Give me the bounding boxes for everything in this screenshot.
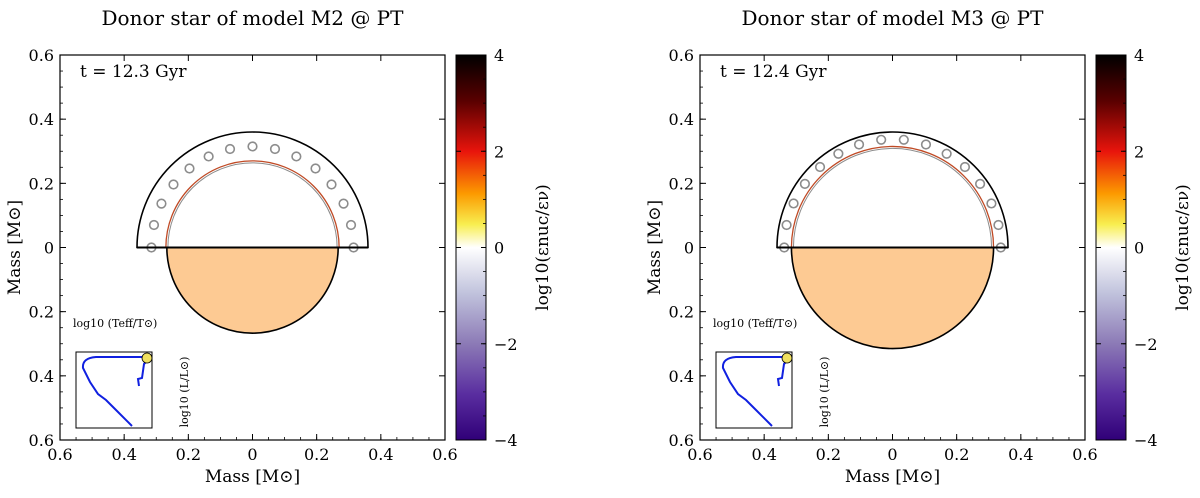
x-tick-label: 0.6 <box>1072 445 1097 464</box>
x-tick-label: 0.6 <box>47 445 72 464</box>
colorbar-tick-label: −2 <box>1134 335 1158 354</box>
convection-marker <box>184 163 195 174</box>
inset-track <box>721 356 786 427</box>
convection-marker <box>338 198 349 209</box>
x-tick-label: 0.6 <box>687 445 712 464</box>
colorbar-tick-label: −4 <box>1134 431 1158 450</box>
y-tick-label: 0 <box>44 239 54 258</box>
x-tick-label: 0 <box>887 445 897 464</box>
x-tick-label: 0 <box>247 445 257 464</box>
x-axis-label: Mass [M⊙] <box>205 467 300 487</box>
x-tick-label: 0.2 <box>944 445 969 464</box>
colorbar-tick-label: 4 <box>494 46 504 65</box>
convection-marker <box>269 143 281 155</box>
burning-shell-line <box>165 160 340 248</box>
x-tick-label: 0.4 <box>751 445 776 464</box>
inset-box <box>75 351 153 429</box>
y-axis-label: Mass [M⊙] <box>5 200 25 295</box>
chart-title: Donor star of model M3 @ PT <box>742 6 1045 30</box>
convection-marker <box>986 198 997 209</box>
chart-panel-1: Donor star of model M2 @ PT 0.6 0.4 0.2 0 0.2… <box>5 6 553 487</box>
inset-marker <box>141 352 153 364</box>
convection-marker <box>247 141 258 152</box>
colorbar-label: log10(εnuc/εν) <box>1173 184 1193 311</box>
chart-title: Donor star of model M2 @ PT <box>102 6 405 30</box>
x-tick-label: 0.2 <box>816 445 841 464</box>
x-axis-label: Mass [M⊙] <box>845 467 940 487</box>
y-tick-label: 0.2 <box>29 174 54 193</box>
x-tick-label: 0.4 <box>368 445 393 464</box>
y-tick-label: 0.4 <box>29 367 54 386</box>
convection-marker <box>148 219 160 231</box>
convection-marker <box>788 198 799 209</box>
convection-marker <box>833 148 844 159</box>
inset-xlabel: log10 (Teff/T⊙) <box>73 317 157 330</box>
chart-panel-2: Donor star of model M3 @ PT 0.6 0.4 0.2 0 0.2… <box>645 6 1193 487</box>
y-tick-label: 0.4 <box>29 110 54 129</box>
convection-marker <box>975 178 986 189</box>
x-tick-label: 0.4 <box>1008 445 1033 464</box>
convection-marker <box>326 179 337 190</box>
y-tick-label: 0.6 <box>669 431 694 450</box>
burning-shell-line <box>790 146 995 248</box>
y-tick-label: 0.6 <box>29 431 54 450</box>
inset-xlabel: log10 (Teff/T⊙) <box>713 317 797 330</box>
y-axis-label: Mass [M⊙] <box>645 200 665 295</box>
convective-boundary <box>167 162 338 248</box>
convection-marker <box>898 134 909 145</box>
convection-marker <box>781 219 792 231</box>
colorbar-tick-label: −4 <box>494 431 518 450</box>
y-tick-label: 0.2 <box>29 303 54 322</box>
convection-marker <box>799 178 810 189</box>
x-tick-label: 0.2 <box>304 445 329 464</box>
convection-marker <box>156 198 167 209</box>
colorbar-tick-label: 4 <box>1134 46 1144 65</box>
y-tick-label: 0.4 <box>669 367 694 386</box>
convective-boundary <box>792 147 993 248</box>
colorbar-label: log10(εnuc/εν) <box>533 184 553 311</box>
colorbar-tick-label: −2 <box>494 335 518 354</box>
time-label: t = 12.3 Gyr <box>80 62 187 82</box>
y-tick-label: 0 <box>684 239 694 258</box>
colorbar-tick-label: 0 <box>494 239 504 258</box>
y-tick-label: 0.6 <box>669 46 694 65</box>
convection-marker <box>224 143 236 155</box>
inset-ylabel: log10 (L/L⊙) <box>818 357 831 428</box>
convection-marker <box>993 219 1004 231</box>
convection-marker <box>203 151 214 162</box>
y-tick-label: 0.2 <box>669 303 694 322</box>
x-tick-label: 0.2 <box>176 445 201 464</box>
colorbar-tick-label: 2 <box>494 142 504 161</box>
convection-marker <box>941 148 952 159</box>
convection-marker <box>310 163 321 174</box>
x-tick-label: 0.4 <box>111 445 136 464</box>
colorbar-tick-label: 0 <box>1134 239 1144 258</box>
colorbar-tick-label: 2 <box>1134 142 1144 161</box>
time-label: t = 12.4 Gyr <box>720 62 827 82</box>
convection-marker <box>345 219 357 231</box>
inset-ylabel: log10 (L/L⊙) <box>178 357 191 428</box>
convection-marker <box>853 139 865 150</box>
x-tick-label: 0.6 <box>432 445 457 464</box>
inset-marker <box>781 352 793 364</box>
convection-marker <box>959 161 971 173</box>
convection-marker <box>920 139 932 150</box>
convection-marker <box>168 179 179 190</box>
y-tick-label: 0.2 <box>669 174 694 193</box>
y-tick-label: 0.6 <box>29 46 54 65</box>
inset-track <box>81 356 146 427</box>
inset-box <box>715 351 793 429</box>
convection-marker <box>876 134 887 145</box>
convection-marker <box>814 161 826 173</box>
energy-disc-lower <box>790 246 995 350</box>
y-tick-label: 0.4 <box>669 110 694 129</box>
energy-disc-lower <box>166 246 339 334</box>
convection-marker <box>291 151 302 162</box>
